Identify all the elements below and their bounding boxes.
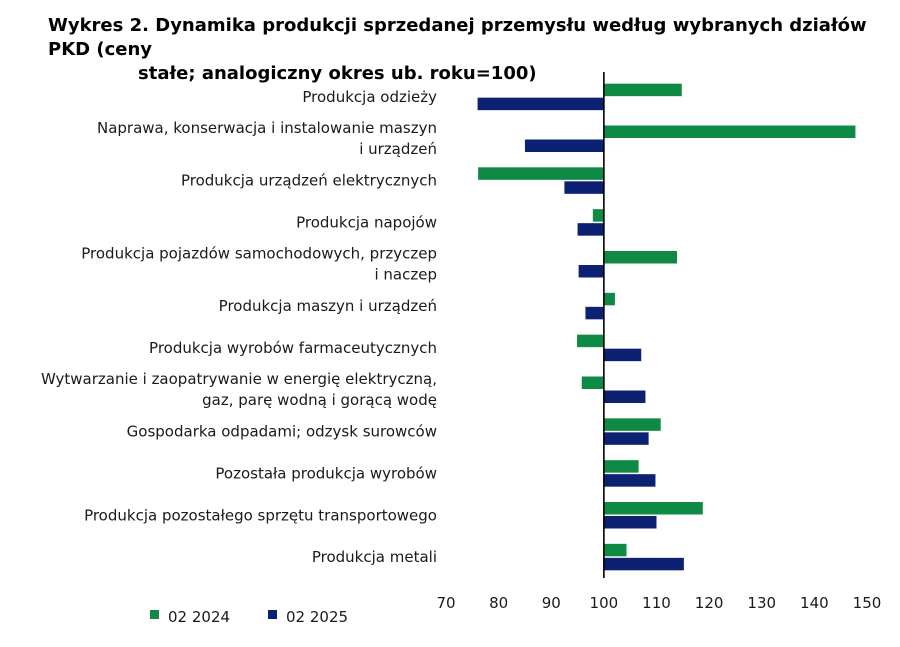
category-label-line: Produkcja wyrobów farmaceutycznych — [149, 339, 437, 357]
category-label: Produkcja wyrobów farmaceutycznych — [149, 339, 437, 357]
x-tick-label: 70 — [436, 594, 455, 612]
category-label-line: Produkcja pojazdów samochodowych, przycz… — [81, 244, 437, 262]
category-label-line: gaz, parę wodną i gorącą wodę — [202, 391, 437, 409]
category-label: Naprawa, konserwacja i instalowanie masz… — [97, 119, 437, 158]
x-tick-label: 100 — [590, 594, 619, 612]
category-label-line: Naprawa, konserwacja i instalowanie masz… — [97, 119, 437, 137]
x-tick-label: 120 — [695, 594, 724, 612]
legend-swatch — [150, 610, 159, 619]
category-label-line: Produkcja metali — [312, 548, 437, 566]
bar-series-1 — [603, 502, 703, 515]
bar-series-2 — [603, 390, 646, 403]
bar-series-1 — [581, 376, 604, 389]
category-label-line: i naczep — [374, 265, 437, 283]
category-label-line: Pozostała produkcja wyrobów — [215, 464, 437, 482]
category-label: Gospodarka odpadami; odzysk surowców — [127, 423, 437, 441]
x-tick-label: 90 — [542, 594, 561, 612]
legend: 02 2024 02 2025 — [150, 608, 348, 626]
category-label: Wytwarzanie i zaopatrywanie w energię el… — [41, 370, 437, 409]
category-label: Produkcja odzieży — [302, 88, 437, 106]
chart-title-line-2: stałe; analogiczny okres ub. roku=100) — [138, 63, 537, 84]
category-label-line: Produkcja urządzeń elektrycznych — [181, 172, 437, 190]
bar-series-2 — [578, 265, 604, 278]
bar-series-1 — [577, 334, 604, 348]
bar-series-1 — [592, 209, 604, 222]
bar-series-2 — [603, 557, 684, 571]
legend-label: 02 2024 — [168, 608, 230, 626]
x-tick-label: 130 — [747, 594, 776, 612]
bars-group — [477, 72, 856, 578]
category-label: Produkcja maszyn i urządzeń — [219, 297, 437, 315]
bar-series-2 — [603, 516, 657, 529]
bar-series-2 — [577, 223, 604, 236]
legend-label: 02 2025 — [286, 608, 348, 626]
bar-series-2 — [477, 97, 604, 111]
bar-series-1 — [603, 460, 639, 473]
bar-series-1 — [603, 292, 615, 306]
bar-series-2 — [564, 181, 604, 194]
bar-series-1 — [478, 167, 604, 180]
category-label: Pozostała produkcja wyrobów — [215, 464, 437, 482]
category-label: Produkcja urządzeń elektrycznych — [181, 172, 437, 190]
x-tick-label: 110 — [642, 594, 671, 612]
category-label-line: Produkcja napojów — [296, 213, 437, 231]
x-tick-label: 80 — [489, 594, 508, 612]
category-label: Produkcja pojazdów samochodowych, przycz… — [81, 244, 437, 283]
bar-series-1 — [603, 251, 678, 264]
bar-series-2 — [603, 348, 642, 362]
bar-series-2 — [603, 474, 656, 487]
category-label: Produkcja napojów — [296, 213, 437, 231]
category-label-line: Gospodarka odpadami; odzysk surowców — [127, 423, 437, 441]
bar-series-2 — [585, 306, 604, 320]
chart-title: Wykres 2. Dynamika produkcji sprzedanej … — [48, 14, 888, 86]
legend-swatch — [268, 610, 277, 619]
category-label-line: Produkcja pozostałego sprzętu transporto… — [84, 506, 437, 524]
x-tick-label: 140 — [800, 594, 829, 612]
category-labels-group: Produkcja odzieży Naprawa, konserwacja i … — [41, 88, 437, 566]
category-label-line: Wytwarzanie i zaopatrywanie w energię el… — [41, 370, 437, 388]
category-label: Produkcja pozostałego sprzętu transporto… — [84, 506, 437, 524]
x-tick-labels-group: 70 80 90 100 110 120 130 140 150 — [436, 594, 881, 612]
bar-series-1 — [603, 83, 682, 97]
category-label-line: Produkcja maszyn i urządzeń — [219, 297, 437, 315]
bar-series-1 — [603, 543, 627, 557]
category-label: Produkcja metali — [312, 548, 437, 566]
bar-series-1 — [603, 125, 856, 138]
bar-series-2 — [524, 139, 604, 152]
bar-series-2 — [603, 432, 649, 445]
chart-title-line-1: Wykres 2. Dynamika produkcji sprzedanej … — [48, 15, 867, 60]
category-label-line: Produkcja odzieży — [302, 88, 437, 106]
bar-series-1 — [603, 418, 661, 431]
category-label-line: i urządzeń — [359, 140, 437, 158]
x-tick-label: 150 — [853, 594, 882, 612]
